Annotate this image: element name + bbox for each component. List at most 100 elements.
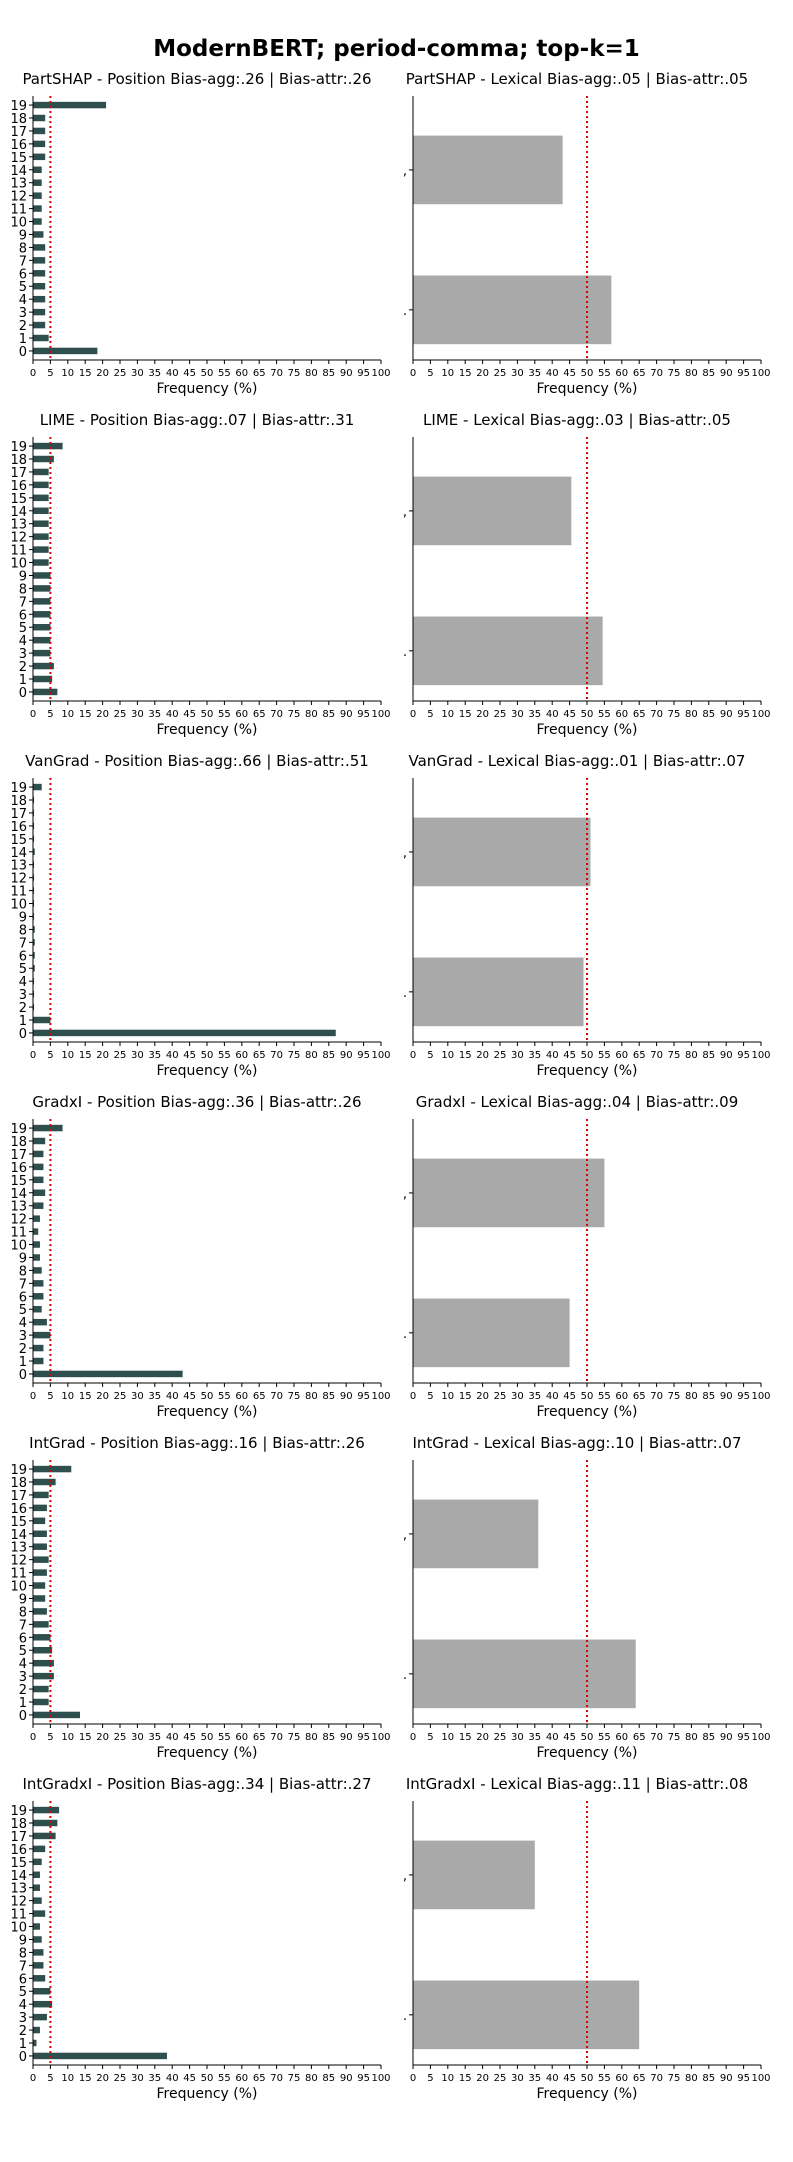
y-tick-label: 8	[19, 923, 27, 938]
x-tick-label: 60	[615, 1732, 628, 1743]
bar-5	[33, 1988, 51, 1995]
bar-8	[33, 926, 35, 933]
x-tick-label: 60	[235, 1391, 248, 1402]
x-tick-label: 80	[305, 1391, 318, 1402]
x-tick-label: 75	[668, 1050, 681, 1061]
x-tick-label: 5	[427, 709, 433, 720]
x-tick-label: 85	[702, 2073, 715, 2084]
x-tick-label: 60	[615, 1391, 628, 1402]
x-tick-label: 95	[737, 709, 750, 720]
x-tick-label: 15	[79, 709, 92, 720]
x-tick-label: 55	[218, 1050, 231, 1061]
y-tick-label: 11	[10, 544, 27, 559]
y-tick-label: 3	[19, 988, 27, 1003]
bar-11	[33, 1569, 47, 1576]
x-tick-label: 5	[47, 1732, 53, 1743]
y-tick-label: 7	[19, 595, 27, 610]
y-tick-label: 7	[19, 254, 27, 269]
x-tick-label: 90	[720, 1391, 733, 1402]
x-tick-label: 70	[270, 368, 283, 379]
x-tick-label: 20	[96, 1732, 109, 1743]
x-tick-label: 30	[511, 1391, 524, 1402]
bar-18	[33, 1819, 58, 1827]
x-tick-label: 5	[427, 1391, 433, 1402]
x-tick-label: 100	[751, 1732, 770, 1743]
y-tick-label: 12	[10, 872, 27, 887]
x-tick-label: 15	[459, 1732, 472, 1743]
x-tick-label: 15	[459, 1391, 472, 1402]
bar-7	[33, 1280, 44, 1287]
x-tick-label: 15	[459, 368, 472, 379]
bar-16	[33, 1163, 44, 1171]
intgrad-position-chart: IntGrad - Position Bias-agg:.16 | Bias-a…	[3, 1434, 391, 1772]
x-tick-label: 100	[371, 1050, 390, 1061]
y-tick-label: 0	[19, 2050, 27, 2065]
x-tick-label: 75	[288, 1050, 301, 1061]
y-tick-label: 15	[10, 492, 27, 507]
bar-3	[33, 308, 46, 316]
x-tick-label: 70	[650, 2073, 663, 2084]
y-tick-label: 0	[19, 1368, 27, 1383]
x-tick-label: 5	[427, 1732, 433, 1743]
y-tick-label: 4	[19, 293, 27, 308]
y-tick-label: 11	[10, 203, 27, 218]
bar-10	[33, 1582, 46, 1589]
x-tick-label: 25	[114, 2073, 127, 2084]
bar-5	[33, 1306, 42, 1313]
y-tick-label: 9	[19, 1933, 27, 1948]
bar-18	[33, 1137, 46, 1145]
x-tick-label: 55	[218, 1732, 231, 1743]
figure-title: ModernBERT; period-comma; top-k=1	[153, 36, 640, 62]
intgrad-lexical-plot: ., 0 5 10 15 20 25 30 35 40 45 50 55 60 65 70 75 80 85 90 95…	[403, 1460, 771, 1761]
y-tick-label: 12	[10, 190, 27, 205]
bar-10	[33, 1923, 40, 1930]
x-tick-label: 100	[751, 709, 770, 720]
lime-lexical-chart-title: LIME - Lexical Bias-agg:.03 | Bias-attr:…	[423, 411, 731, 429]
y-tick-label: 1	[19, 673, 27, 688]
x-tick-label: 25	[494, 1391, 507, 1402]
y-tick-label: 12	[10, 1895, 27, 1910]
x-tick-label: 100	[751, 2073, 770, 2084]
bar-period	[413, 275, 612, 345]
x-tick-label: 50	[201, 2073, 214, 2084]
x-tick-label: 30	[131, 1732, 144, 1743]
bar-18	[33, 455, 54, 463]
y-tick-label: 1	[19, 332, 27, 347]
bar-19	[33, 101, 107, 109]
x-tick-label: 40	[166, 2073, 179, 2084]
bar-0	[33, 2052, 167, 2060]
y-tick-label: 14	[10, 505, 27, 520]
x-tick-label: 5	[47, 2073, 53, 2084]
x-tick-label: 25	[494, 1050, 507, 1061]
y-tick-label: ,	[403, 164, 407, 179]
x-tick-label: 45	[563, 709, 576, 720]
x-tick-label: 40	[166, 1732, 179, 1743]
x-tick-label: 45	[183, 2073, 196, 2084]
x-tick-label: 30	[511, 1050, 524, 1061]
x-tick-label: 15	[459, 1050, 472, 1061]
x-tick-label: 75	[668, 2073, 681, 2084]
bar-4	[33, 295, 46, 303]
bar-5	[33, 965, 35, 972]
y-tick-label: 10	[10, 1921, 27, 1936]
bar-6	[33, 1293, 44, 1300]
y-tick-label: 13	[10, 1541, 27, 1556]
x-tick-label: 65	[253, 2073, 266, 2084]
x-tick-label: 35	[528, 368, 541, 379]
bar-0	[33, 688, 58, 696]
x-tick-label: 80	[685, 709, 698, 720]
x-tick-label: 75	[668, 1732, 681, 1743]
y-tick-label: 14	[10, 1528, 27, 1543]
x-tick-label: 40	[546, 709, 559, 720]
bar-4	[33, 2000, 53, 2008]
y-tick-label: 11	[10, 1567, 27, 1582]
x-tick-label: 55	[598, 1391, 611, 1402]
vangrad-lexical-chart-title: VanGrad - Lexical Bias-agg:.01 | Bias-at…	[408, 752, 746, 770]
bar-10	[33, 559, 49, 566]
bar-18	[33, 1478, 56, 1486]
x-tick-label: 10	[61, 1050, 74, 1061]
bar-17	[33, 468, 49, 476]
x-axis-label: Frequency (%)	[156, 2086, 257, 2102]
y-tick-label: 1	[19, 1014, 27, 1029]
x-tick-label: 85	[322, 1391, 335, 1402]
